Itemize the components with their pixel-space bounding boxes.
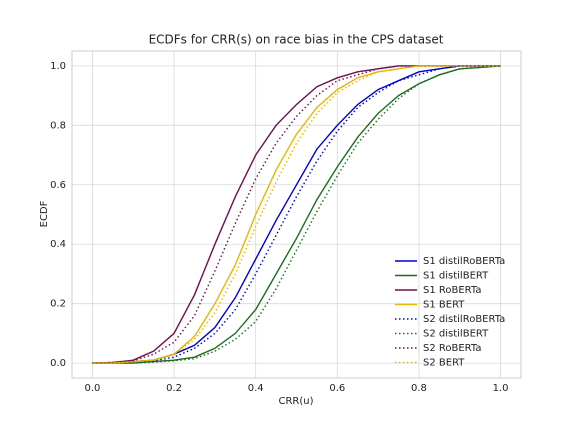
x-tick-label: 0.4 <box>248 383 264 394</box>
ecdf-line <box>92 65 501 364</box>
x-tick-label: 0.0 <box>84 383 100 394</box>
y-tick-label: 0.6 <box>50 180 66 191</box>
y-tick-label: 0.0 <box>50 358 66 369</box>
legend-label: S2 distilRoBERTa <box>423 314 505 325</box>
plot-frame <box>71 50 522 379</box>
legend-label: S2 BERT <box>423 358 465 369</box>
y-tick-label: 0.8 <box>50 120 66 131</box>
y-axis-label: ECDF <box>39 200 50 227</box>
legend-label: S1 RoBERTa <box>423 285 482 296</box>
x-tick-label: 0.6 <box>329 383 345 394</box>
x-tick-label: 0.2 <box>166 383 182 394</box>
legend-label: S1 distilRoBERTa <box>423 256 505 267</box>
x-tick-label: 0.8 <box>411 383 427 394</box>
y-tick-label: 0.2 <box>50 299 66 310</box>
y-tick-label: 1.0 <box>50 61 66 72</box>
chart-title: ECDFs for CRR(s) on race bias in the CPS… <box>149 33 444 47</box>
legend-label: S1 BERT <box>423 300 465 311</box>
legend-label: S1 distilBERT <box>423 271 489 282</box>
x-axis-label: CRR(u) <box>278 396 313 407</box>
ecdf-line <box>92 65 501 364</box>
legend-label: S2 distilBERT <box>423 329 489 340</box>
y-tick-label: 0.4 <box>50 239 66 250</box>
ecdf-line <box>92 65 501 364</box>
x-tick-label: 1.0 <box>493 383 509 394</box>
legend-label: S2 RoBERTa <box>423 343 482 354</box>
ecdf-line <box>92 65 501 364</box>
